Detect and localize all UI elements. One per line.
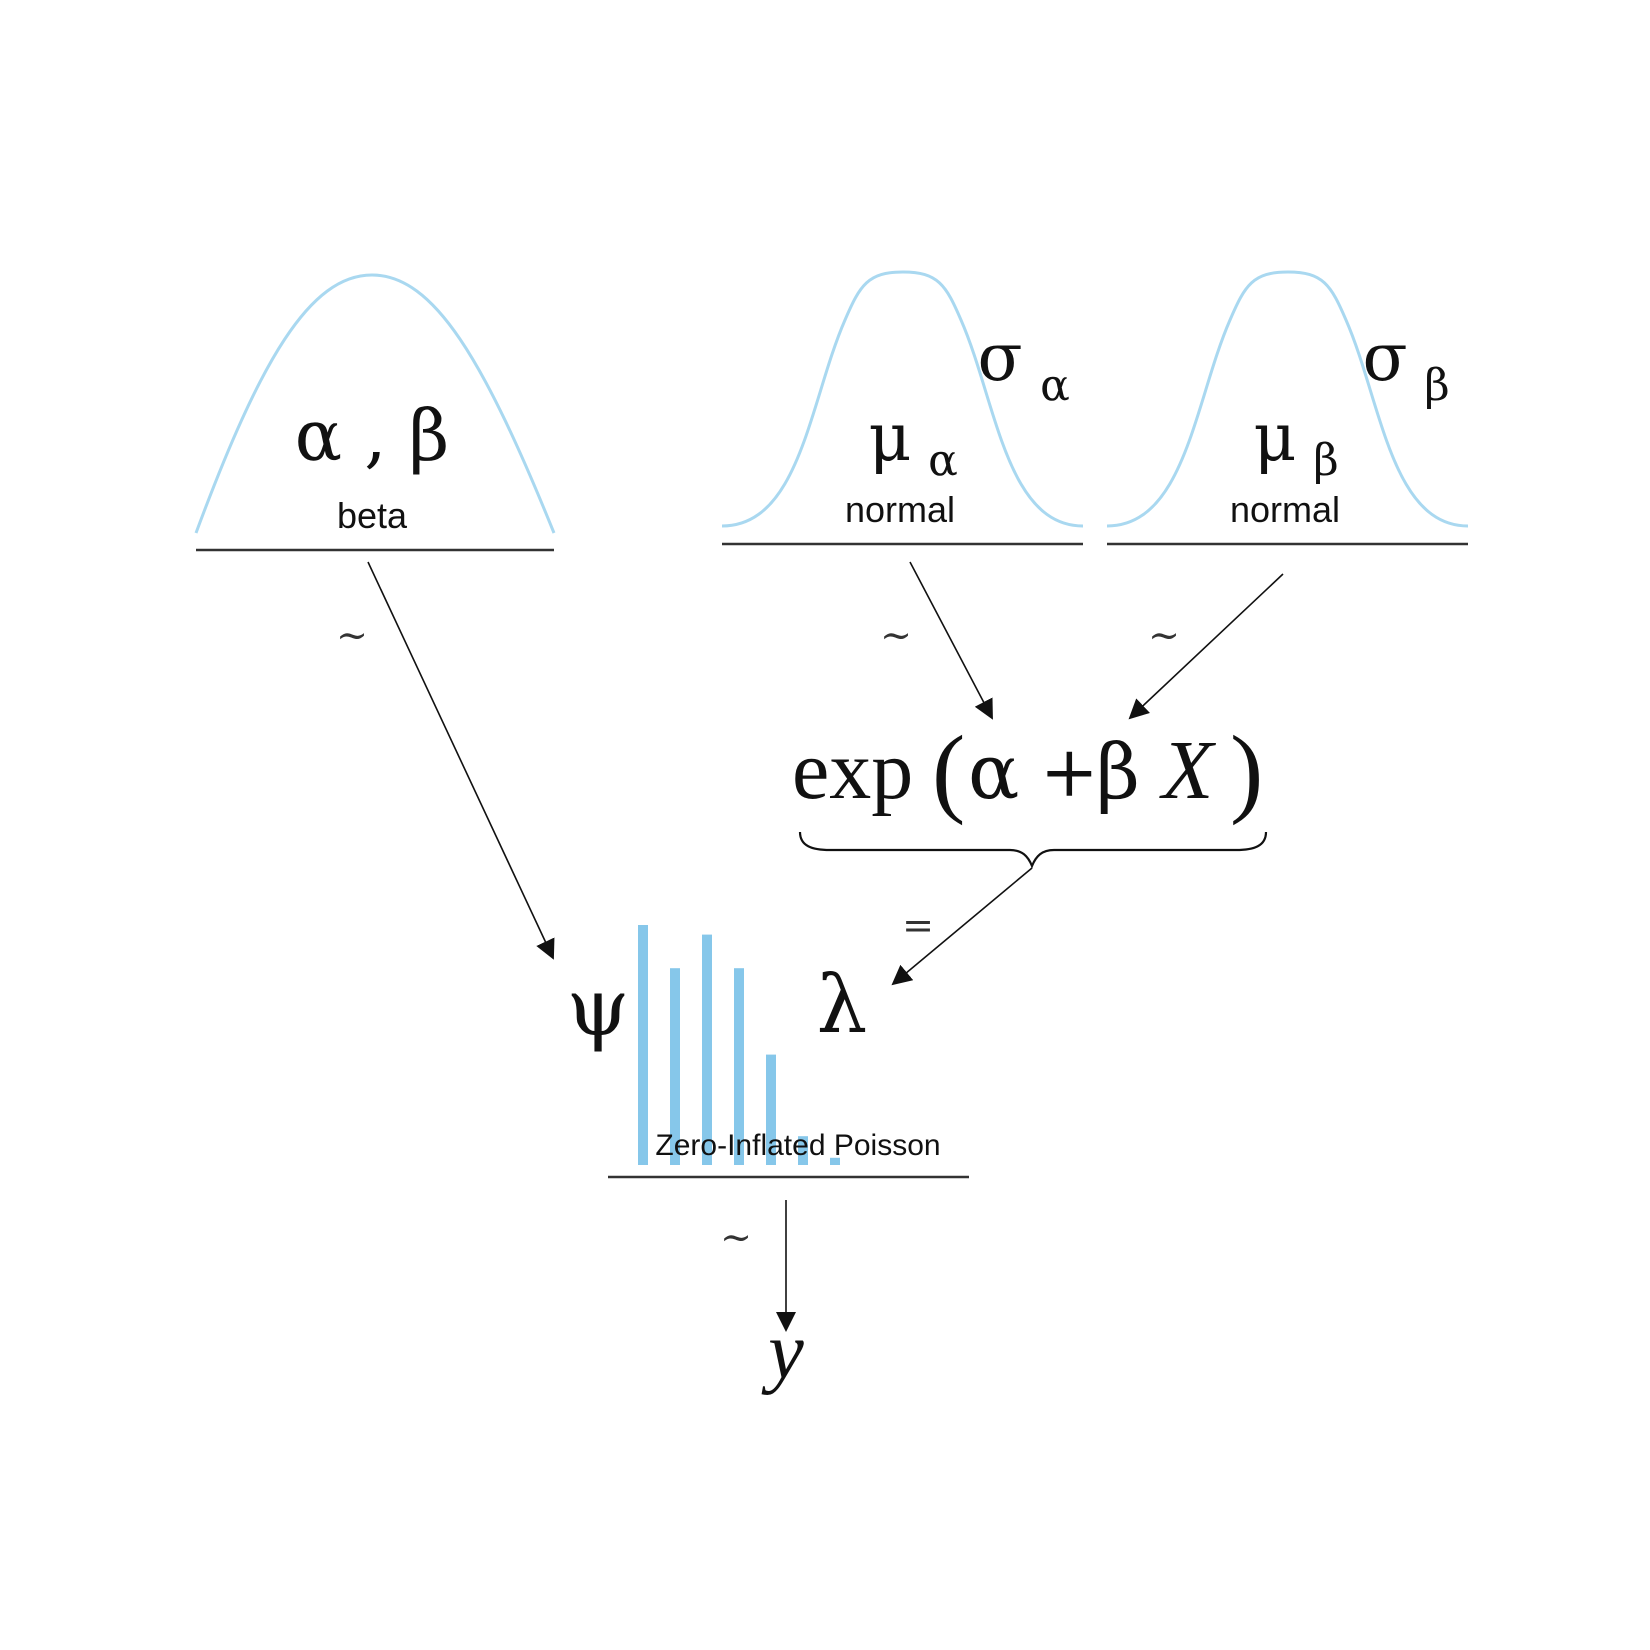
link-open-paren: (: [932, 715, 965, 826]
zip-bar: [734, 968, 744, 1165]
alpha-sigma-subscript: α: [1040, 360, 1070, 411]
tilde-beta-coef: ~: [1148, 613, 1180, 657]
alpha-mu-subscript: α: [928, 435, 958, 486]
beta-coef-mu: μ: [1254, 399, 1297, 476]
link-function: exp ( α + β X ): [792, 715, 1268, 869]
psi-symbol: ψ: [567, 961, 630, 1054]
alpha-mu: μ: [869, 399, 912, 476]
link-alpha: α: [968, 727, 1019, 816]
tilde-alpha: ~: [880, 613, 912, 657]
link-x: X: [1159, 724, 1217, 817]
lambda-symbol: λ: [817, 958, 868, 1051]
link-underbrace: [798, 831, 1268, 869]
arrow-alpha-to-link: [909, 561, 993, 720]
zip-bar: [638, 925, 648, 1165]
beta-coef-normal-curve: [1106, 270, 1469, 528]
alpha-sigma: σ: [977, 319, 1022, 396]
beta-coef-sigma-subscript: β: [1424, 360, 1449, 411]
beta-coef-mu-subscript: β: [1313, 435, 1338, 486]
equals-link: =: [902, 903, 934, 947]
beta-coef-sigma: σ: [1362, 319, 1407, 396]
link-close-paren: ): [1230, 715, 1263, 826]
zip-bar: [670, 968, 680, 1165]
beta-coef-normal-label: normal: [1230, 489, 1340, 530]
beta-prior-node: α , β beta: [194, 273, 556, 552]
alpha-prior-node: μ α σ α normal: [721, 270, 1084, 546]
likelihood-node: ψ λ Zero-Inflated Poisson: [567, 925, 969, 1179]
alpha-normal-label: normal: [845, 489, 955, 530]
alpha-normal-curve: [721, 270, 1084, 528]
tilde-beta: ~: [336, 613, 368, 657]
zip-bar: [702, 934, 712, 1165]
beta-params: α , β: [295, 395, 450, 477]
arrow-beta-coef-to-link: [1128, 573, 1284, 720]
zip-bar: [766, 1054, 776, 1165]
link-exp: exp: [792, 724, 913, 817]
tilde-likelihood: ~: [720, 1215, 752, 1259]
arrow-beta-to-psi: [367, 561, 555, 960]
zip-bar: [798, 1136, 808, 1165]
arrow-link-to-lambda: [891, 867, 1033, 986]
beta-label: beta: [337, 495, 408, 536]
link-plus: +: [1040, 731, 1099, 813]
link-beta: β: [1096, 727, 1140, 816]
zip-bars: [638, 925, 840, 1165]
outcome-y: y: [761, 1308, 804, 1396]
zip-label: Zero-Inflated Poisson: [655, 1129, 940, 1162]
zip-bar: [830, 1157, 840, 1165]
beta-coef-prior-node: μ β σ β normal: [1106, 270, 1469, 546]
beta-density-curve: [194, 273, 556, 534]
